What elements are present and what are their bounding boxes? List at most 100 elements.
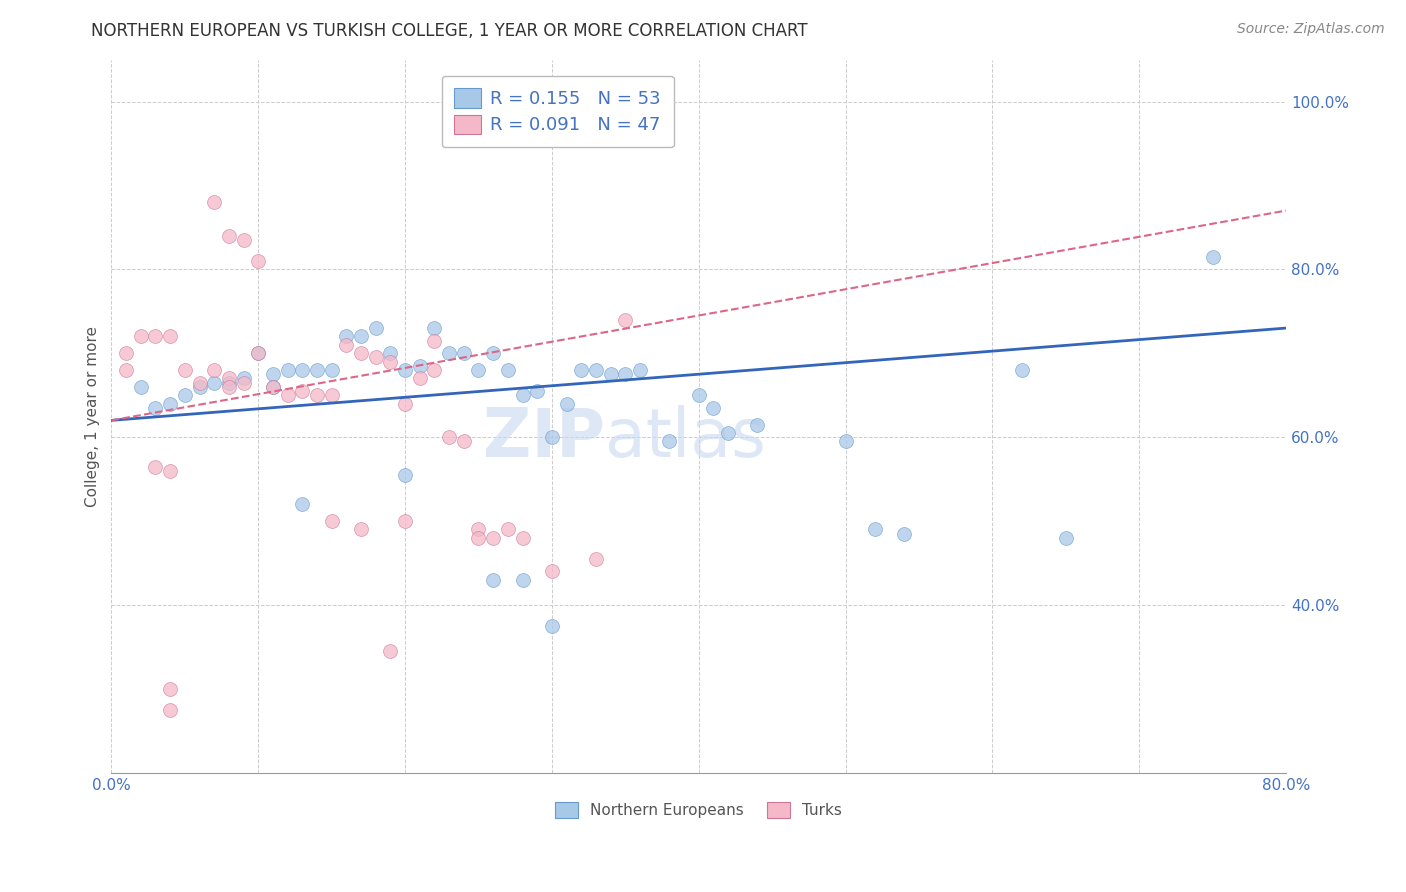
- Point: [202, 376, 225, 390]
- Point: [437, 430, 460, 444]
- Point: [496, 363, 519, 377]
- Point: [394, 514, 416, 528]
- Point: [437, 346, 460, 360]
- Text: Source: ZipAtlas.com: Source: ZipAtlas.com: [1237, 22, 1385, 37]
- Point: [291, 363, 314, 377]
- Point: [364, 351, 387, 365]
- Point: [380, 644, 402, 658]
- Point: [202, 195, 225, 210]
- Point: [658, 434, 681, 449]
- Point: [232, 376, 254, 390]
- Point: [262, 380, 284, 394]
- Point: [321, 514, 343, 528]
- Point: [173, 388, 195, 402]
- Point: [541, 619, 564, 633]
- Point: [1128, 849, 1150, 863]
- Point: [702, 401, 724, 415]
- Text: atlas: atlas: [605, 405, 766, 471]
- Point: [232, 371, 254, 385]
- Text: NORTHERN EUROPEAN VS TURKISH COLLEGE, 1 YEAR OR MORE CORRELATION CHART: NORTHERN EUROPEAN VS TURKISH COLLEGE, 1 …: [91, 22, 808, 40]
- Point: [277, 388, 299, 402]
- Point: [350, 346, 373, 360]
- Point: [747, 417, 769, 432]
- Point: [394, 396, 416, 410]
- Text: ZIP: ZIP: [482, 405, 605, 471]
- Point: [512, 573, 534, 587]
- Point: [321, 363, 343, 377]
- Point: [364, 321, 387, 335]
- Point: [1054, 531, 1077, 545]
- Point: [380, 346, 402, 360]
- Point: [305, 363, 328, 377]
- Point: [482, 346, 505, 360]
- Point: [247, 254, 270, 268]
- Point: [496, 523, 519, 537]
- Y-axis label: College, 1 year or more: College, 1 year or more: [86, 326, 100, 507]
- Point: [218, 376, 240, 390]
- Point: [115, 363, 138, 377]
- Legend: Northern Europeans, Turks: Northern Europeans, Turks: [547, 795, 849, 826]
- Point: [145, 459, 167, 474]
- Point: [467, 531, 489, 545]
- Point: [159, 464, 181, 478]
- Point: [129, 380, 152, 394]
- Point: [159, 681, 181, 696]
- Point: [247, 346, 270, 360]
- Point: [394, 363, 416, 377]
- Point: [145, 329, 167, 343]
- Point: [159, 396, 181, 410]
- Point: [305, 388, 328, 402]
- Point: [218, 371, 240, 385]
- Point: [247, 346, 270, 360]
- Point: [512, 388, 534, 402]
- Point: [555, 396, 578, 410]
- Point: [569, 363, 592, 377]
- Point: [423, 334, 446, 348]
- Point: [614, 312, 637, 326]
- Point: [1011, 363, 1033, 377]
- Point: [1201, 250, 1223, 264]
- Point: [115, 346, 138, 360]
- Point: [628, 363, 651, 377]
- Point: [585, 551, 607, 566]
- Point: [350, 523, 373, 537]
- Point: [218, 228, 240, 243]
- Point: [335, 338, 357, 352]
- Point: [482, 573, 505, 587]
- Point: [688, 388, 710, 402]
- Point: [409, 359, 432, 373]
- Point: [232, 233, 254, 247]
- Point: [541, 430, 564, 444]
- Point: [512, 531, 534, 545]
- Point: [834, 434, 856, 449]
- Point: [863, 523, 886, 537]
- Point: [423, 321, 446, 335]
- Point: [159, 329, 181, 343]
- Point: [526, 384, 548, 398]
- Point: [188, 380, 211, 394]
- Point: [277, 363, 299, 377]
- Point: [262, 368, 284, 382]
- Point: [262, 380, 284, 394]
- Point: [350, 329, 373, 343]
- Point: [453, 346, 475, 360]
- Point: [423, 363, 446, 377]
- Point: [717, 425, 740, 440]
- Point: [893, 526, 915, 541]
- Point: [453, 434, 475, 449]
- Point: [188, 376, 211, 390]
- Point: [173, 363, 195, 377]
- Point: [599, 368, 621, 382]
- Point: [145, 401, 167, 415]
- Point: [129, 329, 152, 343]
- Point: [585, 363, 607, 377]
- Point: [321, 388, 343, 402]
- Point: [291, 384, 314, 398]
- Point: [467, 363, 489, 377]
- Point: [202, 363, 225, 377]
- Point: [482, 531, 505, 545]
- Point: [380, 354, 402, 368]
- Point: [394, 467, 416, 482]
- Point: [614, 368, 637, 382]
- Point: [335, 329, 357, 343]
